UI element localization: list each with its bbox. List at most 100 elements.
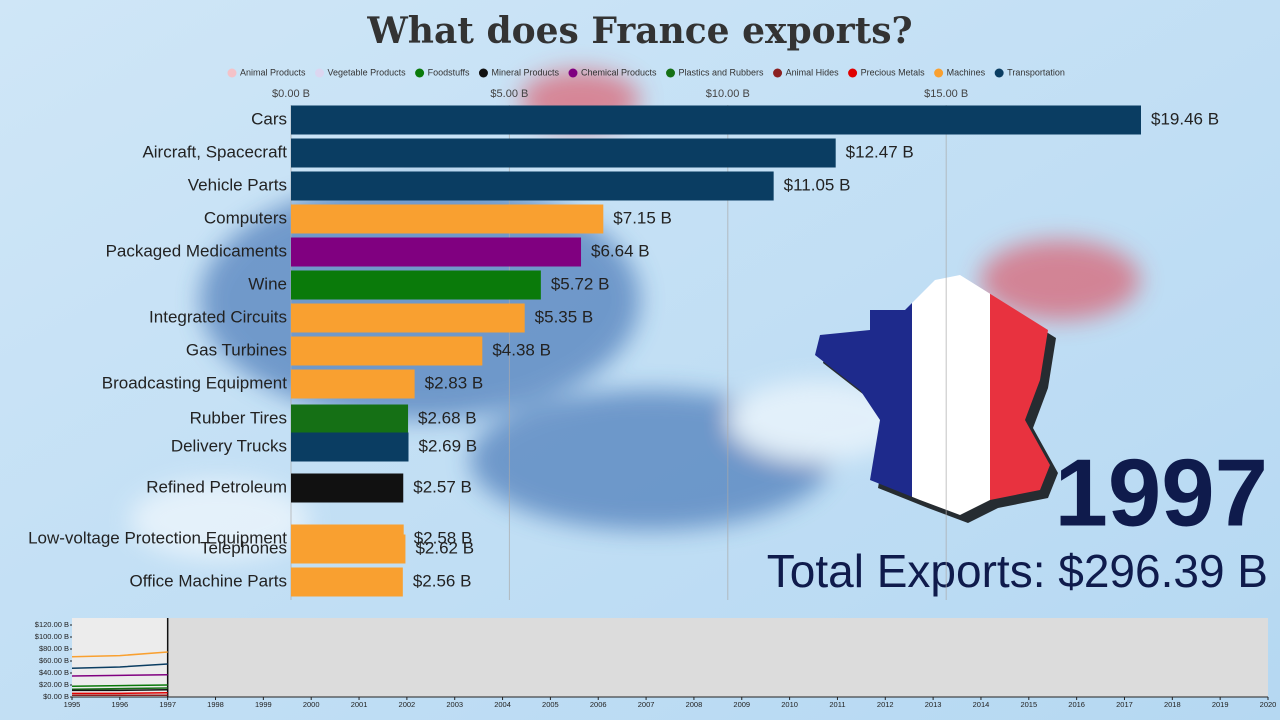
x-tick-label: 1997 (159, 700, 176, 709)
bar (291, 369, 415, 399)
x-tick-label: $10.00 B (706, 88, 750, 100)
x-tick-label: 2005 (542, 700, 559, 709)
x-tick-label: 2016 (1068, 700, 1085, 709)
value-label: $5.72 B (551, 274, 610, 293)
value-label: $11.05 B (784, 175, 851, 194)
bar-label: Integrated Circuits (149, 307, 287, 326)
x-tick-label: 2008 (686, 700, 703, 709)
x-tick-label: 2019 (1212, 700, 1229, 709)
value-label: $7.15 B (613, 208, 672, 227)
x-tick-label: 2014 (973, 700, 990, 709)
legend-swatch (478, 68, 488, 78)
bar-label: Office Machine Parts (130, 571, 287, 590)
x-tick-label: 1998 (207, 700, 224, 709)
bar-label: Rubber Tires (190, 408, 287, 427)
x-tick-label: 2018 (1164, 700, 1181, 709)
series-line (72, 692, 168, 695)
bar (291, 138, 836, 168)
bar (291, 473, 404, 503)
mini-chart-background (72, 618, 1268, 697)
legend-label: Animal Products (240, 67, 306, 77)
x-tick-label: 2001 (351, 700, 368, 709)
series-line (71, 684, 168, 687)
value-label: $4.38 B (492, 340, 551, 359)
x-tick-label: 2003 (446, 700, 463, 709)
legend-swatch (666, 68, 676, 78)
legend-swatch (934, 68, 944, 78)
x-tick-label: 1995 (64, 700, 81, 709)
legend-swatch (994, 68, 1004, 78)
x-tick-label: 2015 (1020, 700, 1037, 709)
x-tick-label: 1999 (255, 700, 272, 709)
bar-label: Vehicle Parts (188, 175, 287, 194)
legend-label: Vegetable Products (328, 67, 407, 77)
value-label: $2.68 B (418, 408, 477, 427)
bar-label: Gas Turbines (186, 340, 287, 359)
legend-swatch (227, 68, 237, 78)
legend-label: Plastics and Rubbers (679, 67, 765, 77)
bar-label: Packaged Medicaments (106, 241, 287, 260)
bar (291, 105, 1141, 135)
bar (291, 303, 525, 333)
x-tick-label: $15.00 B (924, 88, 968, 100)
bar (291, 432, 409, 462)
x-tick-label: 2009 (733, 700, 750, 709)
value-label: $6.64 B (591, 241, 650, 260)
x-tick-label: 2020 (1260, 700, 1277, 709)
bar-label: Cars (251, 109, 287, 128)
value-label: $2.57 B (413, 477, 472, 496)
x-tick-label: 2010 (781, 700, 798, 709)
y-tick-label: $80.00 B (39, 644, 69, 653)
legend-swatch (773, 68, 783, 78)
y-tick-label: $100.00 B (35, 632, 69, 641)
x-tick-label: 2011 (829, 700, 845, 709)
legend-label: Mineral Products (491, 67, 559, 77)
x-tick-label: 2007 (638, 700, 655, 709)
legend-label: Animal Hides (786, 67, 840, 77)
x-tick-label: 2006 (590, 700, 607, 709)
bar (291, 567, 403, 597)
bar-label: Telephones (200, 538, 287, 557)
y-tick-label: $60.00 B (39, 656, 69, 665)
bar (291, 270, 541, 300)
legend-swatch (568, 68, 578, 78)
shown-range (72, 618, 168, 697)
legend-label: Machines (947, 67, 986, 77)
series-line (71, 687, 168, 690)
x-tick-label: $0.00 B (272, 88, 310, 100)
value-label: $12.47 B (846, 142, 914, 161)
series-line (71, 674, 168, 677)
total-exports: Total Exports: $296.39 B (767, 545, 1268, 597)
x-tick-label: 1996 (111, 700, 128, 709)
value-label: $2.69 B (418, 436, 477, 455)
bar (291, 204, 604, 234)
legend-label: Precious Metals (861, 67, 926, 77)
year-label: 1997 (1054, 439, 1268, 546)
value-label: $2.58 B (414, 528, 473, 547)
legend-label: Foodstuffs (428, 67, 470, 77)
france-flag-map (815, 275, 1058, 523)
y-tick-label: $0.00 B (43, 692, 69, 701)
series-line (71, 651, 168, 658)
legend-swatch (315, 68, 325, 78)
bar (291, 404, 409, 434)
series-line (72, 689, 168, 692)
x-tick-label: 2012 (877, 700, 894, 709)
series-line (71, 663, 168, 669)
bar-label: Wine (248, 274, 287, 293)
x-tick-label: 2004 (494, 700, 511, 709)
value-label: $2.62 B (415, 538, 474, 557)
bar (291, 237, 582, 267)
value-label: $19.46 B (1151, 109, 1219, 128)
bar-label: Refined Petroleum (146, 477, 287, 496)
value-label: $2.56 B (413, 571, 472, 590)
legend-swatch (848, 68, 858, 78)
chart-title: What does France exports? (366, 10, 912, 52)
bar-label: Broadcasting Equipment (102, 373, 288, 392)
y-tick-label: $20.00 B (39, 680, 69, 689)
bar-label: Delivery Trucks (171, 436, 287, 455)
bar (291, 534, 406, 564)
x-tick-label: 2002 (399, 700, 416, 709)
bar-label: Low-voltage Protection Equipment (28, 528, 287, 547)
